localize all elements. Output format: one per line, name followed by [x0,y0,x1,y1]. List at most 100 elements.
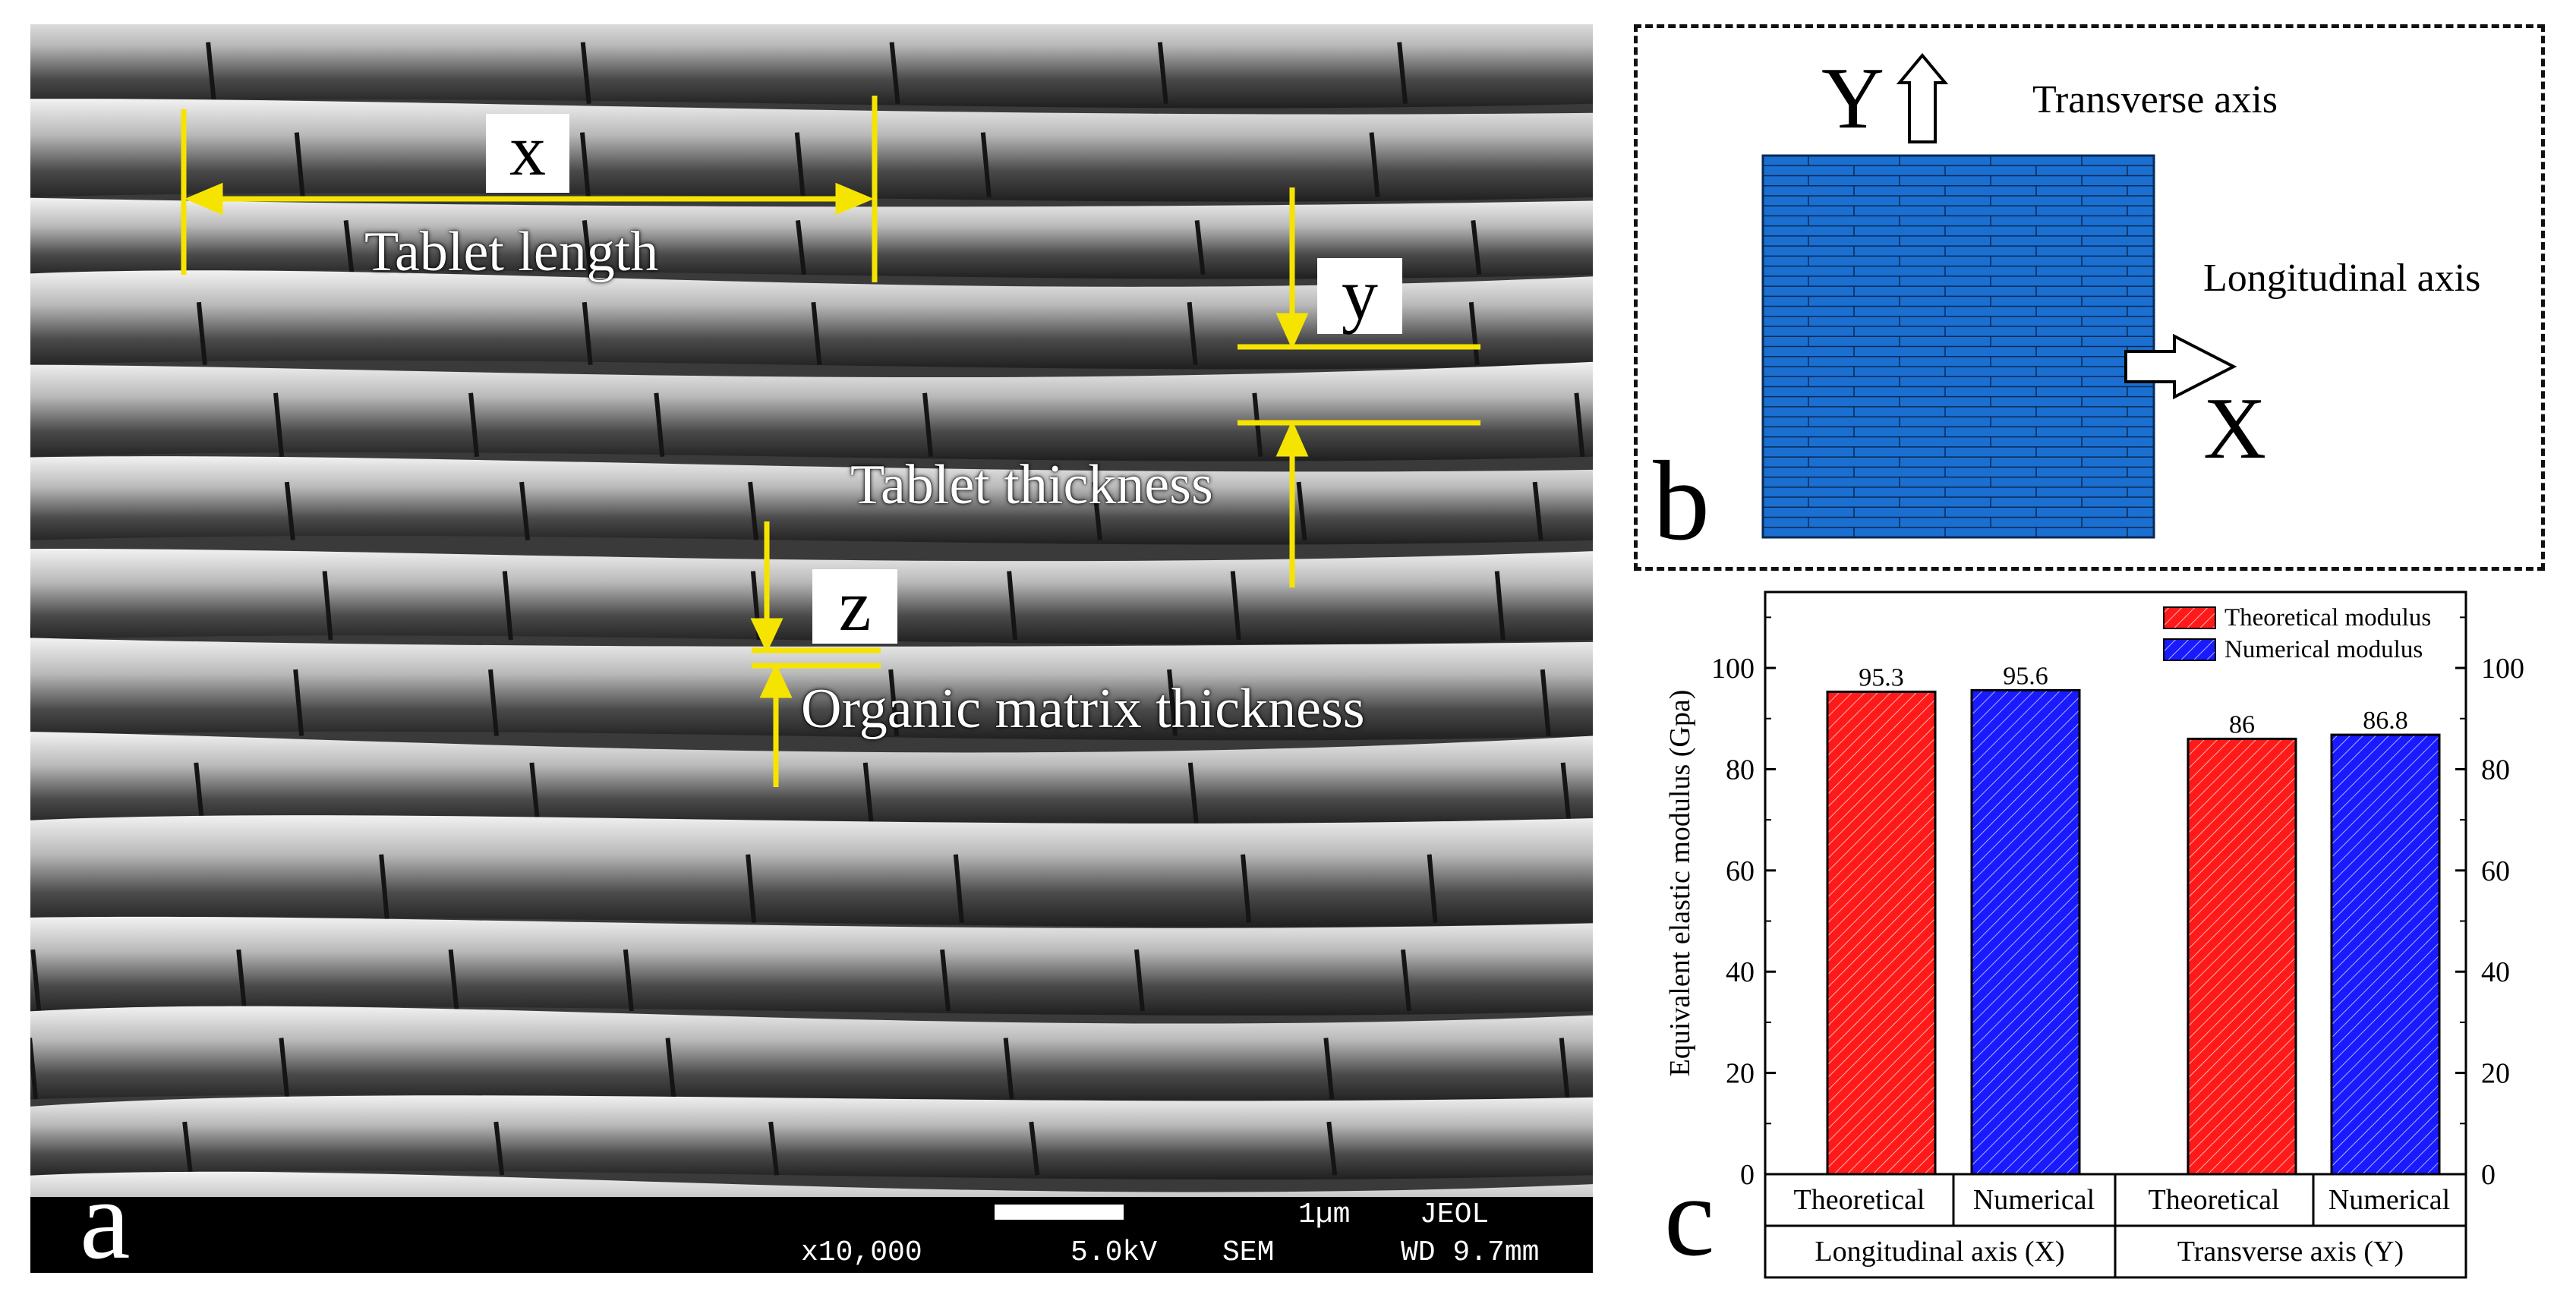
y-tick-label-right: 0 [2481,1159,2496,1191]
tablet-boundary [1397,42,1408,104]
nacre-layer [30,1006,1593,1104]
tablet-boundary [293,669,304,736]
tablet-boundary [1296,481,1307,541]
sem-info-bar: 1µm JEOL x10,000 5.0kV SEM WD 9.7mm [30,1197,1593,1273]
panel-c-letter: c [1664,1154,1715,1280]
tablet-boundary [196,301,207,365]
bar-1 [1826,690,1937,1176]
bar-3 [2187,737,2297,1176]
organic-matrix-thickness-label: Organic matrix thickness [801,678,1365,740]
mesh-model-figure [1761,52,2237,539]
tablet-boundary [30,949,42,1012]
sem-micrograph-panel: x Tablet length y Tablet thickness z Org… [30,24,1593,1273]
panel-a-letter: a [80,1157,131,1273]
tablet-boundary [1092,481,1102,541]
tablet-boundary [1187,301,1198,365]
bar-value-label: 95.3 [1859,663,1904,691]
tablet-boundary [1401,949,1411,1012]
transverse-axis-label: Transverse axis [2032,78,2278,121]
tablet-boundary [922,392,934,458]
bar-4 [2330,733,2441,1176]
voltage-label: 5.0kV [1070,1236,1158,1269]
bar-value-label: 86 [2229,710,2255,739]
tablet-boundary [582,301,593,365]
mesh-model-panel: Y Transverse axis Longitudinal axis X b [1634,24,2545,571]
y-tick-label-left: 20 [1726,1058,1755,1090]
group-label: Longitudinal axis (X) [1815,1236,2064,1268]
category-label: Theoretical [1793,1184,1925,1216]
tablet-boundary [1540,669,1551,736]
annotation-overlay [181,96,1480,787]
tablet-boundary [519,481,531,541]
tablet-boundary [343,220,355,276]
y-tick-label-left: 80 [1726,754,1755,786]
nacre-layer [30,732,1593,829]
tablet-boundary [1029,1121,1040,1176]
tablet-boundary [379,854,390,923]
bar-value-label: 86.8 [2363,707,2408,735]
y-tick-label-right: 40 [2481,956,2510,988]
tablet-boundary [493,1121,505,1176]
y-tick-label-right: 80 [2481,754,2510,786]
tablet-boundary [273,392,285,458]
tablet-boundary [468,392,480,458]
y-tick-label-left: 100 [1711,653,1755,685]
scale-bar-label: 1µm [1298,1198,1351,1231]
transverse-arrow-icon [1896,52,1949,143]
tablet-boundary [279,1038,290,1100]
tablet-boundary [940,949,951,1012]
tablet-boundary [889,42,900,104]
organic-matrix-variable-z: z [812,569,897,644]
tablet-boundary [1326,1121,1338,1176]
tablet-boundary [502,571,513,641]
tablet-boundary [1241,854,1252,923]
category-label: Numerical [1973,1184,2095,1216]
category-label: Theoretical [2148,1184,2279,1216]
y-tick-label-left: 0 [1740,1159,1755,1191]
y-tick-label-right: 100 [2481,653,2524,685]
nacre-layer [30,24,1593,109]
tablet-boundary [284,481,295,541]
tablet-boundary [182,1121,194,1176]
tablet-boundary [1134,949,1145,1012]
working-distance-label: WD 9.7mm [1401,1236,1540,1269]
tablet-boundary [1007,571,1018,641]
tablet-boundary [579,132,591,198]
tablet-boundary [862,762,874,824]
tablet-boundary [1494,571,1506,641]
tablet-boundary [623,949,634,1012]
tablet-boundary [1003,1038,1014,1100]
y-axis-label: Equivalent elastic modulus (Gpa) [1664,690,1696,1077]
tablet-boundary [488,669,500,736]
tablet-boundary [768,1121,780,1176]
tablet-boundary [748,481,759,541]
tablet-boundary [665,1038,676,1100]
y-tick-label-right: 20 [2481,1058,2510,1090]
tablet-boundary [30,1038,39,1100]
tablet-boundary [294,132,305,198]
group-label: Transverse axis (Y) [2177,1236,2404,1268]
tablet-boundary [794,132,806,198]
tablet-boundary [811,301,822,365]
tablet-boundary [448,949,459,1012]
tablet-boundary [1187,762,1199,824]
tablet-boundary [1194,220,1206,276]
tablet-boundary [795,220,806,276]
tablet-length-variable-x: x [486,114,569,193]
bar-2 [1970,688,2081,1176]
tablet-boundary [953,854,964,923]
longitudinal-arrow-icon [2124,333,2237,400]
panel-b-letter: b [1653,438,1710,564]
tablet-boundary [654,392,665,458]
tablet-boundary [1471,220,1482,276]
tablet-boundary [1532,481,1543,541]
tablet-thickness-label: Tablet thickness [850,454,1213,516]
legend-label: Numerical modulus [2224,636,2423,663]
nacre-layer [30,270,1593,370]
finite-element-mesh [1761,154,2155,539]
sem-image [30,24,1593,1197]
y-tick-label-left: 40 [1726,956,1755,988]
nacre-layer [30,99,1593,202]
nacre-layer [30,815,1593,927]
tablet-boundary [888,669,900,736]
